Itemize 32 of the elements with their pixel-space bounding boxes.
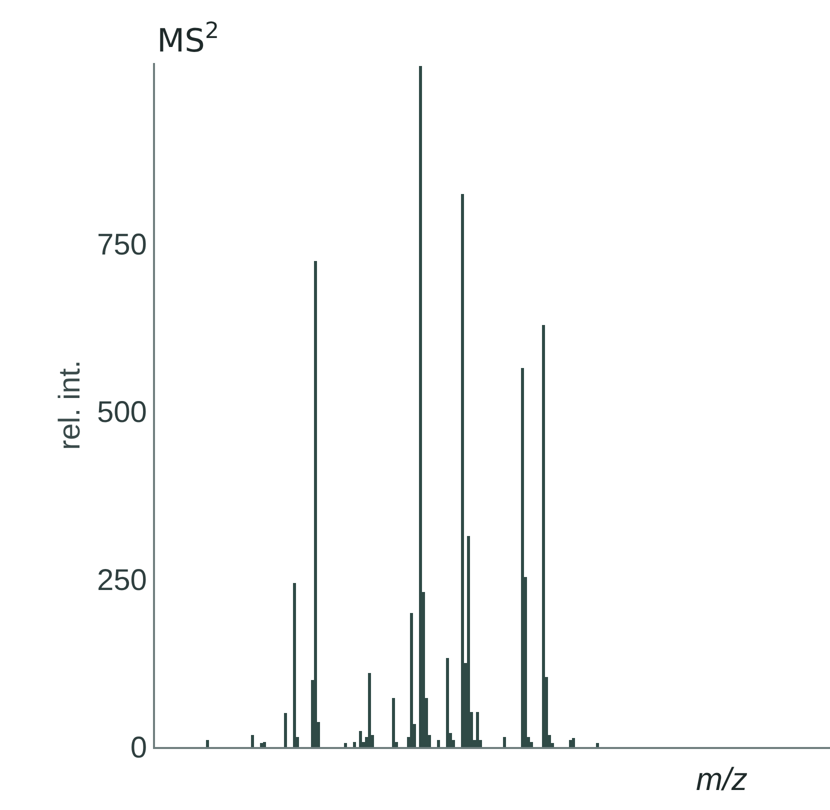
bar (260, 743, 263, 747)
bar (251, 735, 254, 747)
bar (572, 738, 575, 747)
bar (542, 325, 545, 747)
bar (503, 737, 506, 747)
bar (521, 368, 524, 747)
bar (353, 742, 356, 747)
bar (344, 743, 347, 747)
bar (461, 194, 464, 747)
bar (314, 261, 317, 747)
chart-title: MS$^{2}$ (157, 18, 220, 60)
y-tick-label: 500 (96, 396, 147, 430)
bar (467, 536, 470, 747)
bar (392, 698, 395, 747)
bar (263, 742, 266, 747)
bar (419, 66, 422, 747)
bar (368, 673, 371, 747)
bar (206, 740, 209, 747)
y-axis-title: rel. int. (53, 360, 86, 450)
bar (284, 713, 287, 747)
y-tick-label: 250 (96, 564, 147, 597)
x-axis-title: m/z (696, 761, 748, 797)
y-tick-label: 750 (96, 228, 147, 262)
bar (596, 743, 599, 747)
bar (446, 658, 449, 747)
bar (359, 731, 362, 747)
bar (569, 740, 572, 747)
bar (293, 583, 296, 747)
bar (476, 712, 479, 747)
bar (410, 613, 413, 747)
y-tick-label: 0 (130, 732, 147, 764)
bar (437, 740, 440, 747)
